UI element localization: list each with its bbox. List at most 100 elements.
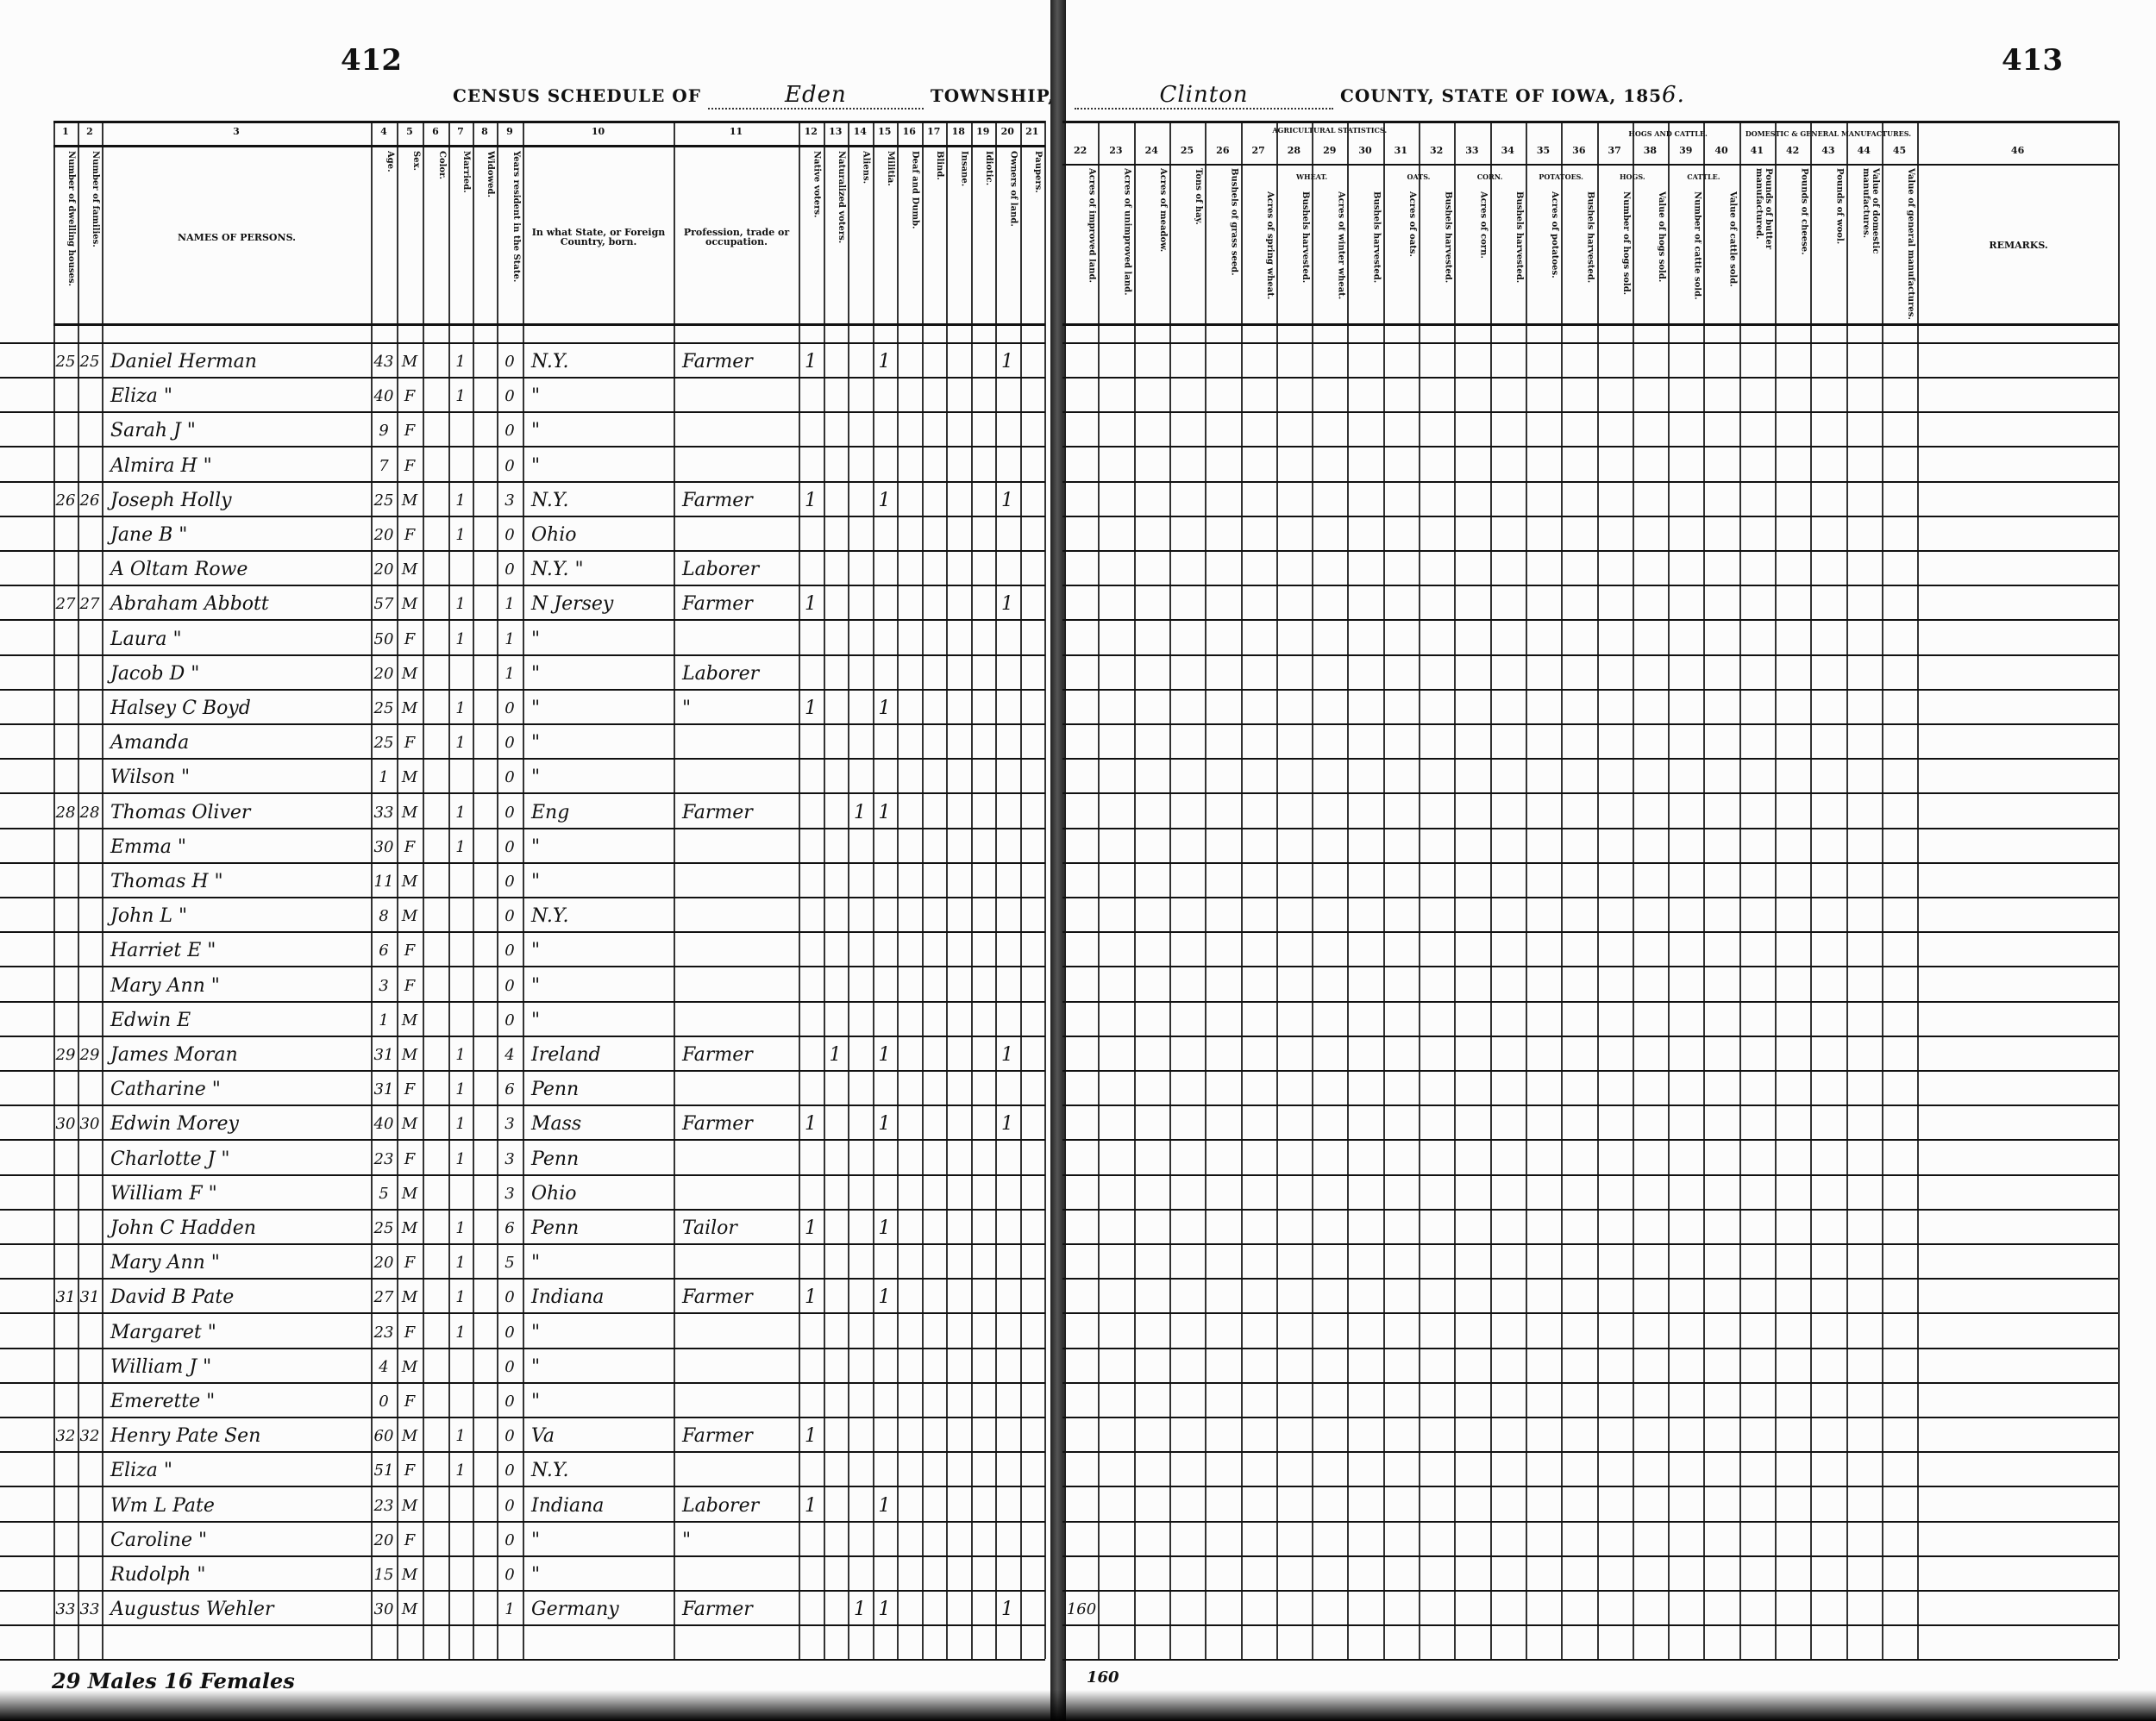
cell-birthplace: Ohio bbox=[531, 524, 577, 546]
column-number: 43 bbox=[1821, 145, 1835, 156]
row-rule bbox=[1062, 446, 2118, 448]
row-rule bbox=[1062, 550, 2118, 552]
header-rule bbox=[1062, 121, 2118, 123]
cell-name: Henry Pate Sen bbox=[110, 1425, 261, 1448]
cell-sex: M bbox=[401, 353, 418, 371]
column-number: 46 bbox=[2010, 145, 2025, 156]
cell-age: 30 bbox=[373, 837, 394, 856]
cell-years: 0 bbox=[505, 1392, 515, 1411]
cell-years: 0 bbox=[505, 422, 515, 441]
tally-mark: 1 bbox=[878, 1286, 891, 1309]
row-rule bbox=[0, 480, 1045, 483]
cell-age: 23 bbox=[373, 1149, 394, 1168]
cell-occupation: Farmer bbox=[682, 1425, 753, 1448]
cell-name: Thomas H " bbox=[110, 871, 223, 892]
column-header: Value of general manufactures. bbox=[1906, 168, 1916, 320]
cell-dwelling: 27 bbox=[55, 595, 76, 614]
header-rule bbox=[1062, 164, 2118, 166]
column-divider bbox=[1489, 121, 1492, 1660]
column-number: 7 bbox=[457, 126, 464, 137]
column-header: NAMES OF PERSONS. bbox=[178, 231, 296, 243]
cell-married: 1 bbox=[455, 353, 466, 371]
cell-occupation: Farmer bbox=[682, 1113, 753, 1136]
cell-years: 0 bbox=[505, 837, 515, 856]
column-divider bbox=[1917, 121, 1920, 1660]
column-header: Color. bbox=[437, 151, 447, 179]
cell-name: Mary Ann " bbox=[110, 974, 220, 997]
column-divider bbox=[1347, 121, 1350, 1660]
cell-sex: F bbox=[404, 1149, 416, 1168]
column-header: Bushels harvested. bbox=[1585, 191, 1595, 284]
cell-sex: F bbox=[404, 1461, 416, 1480]
tally-mark: 1 bbox=[805, 593, 817, 616]
page-title-right: Clinton COUNTY, STATE OF IOWA, 1856. bbox=[1075, 82, 1685, 110]
column-number: 4 bbox=[380, 126, 387, 137]
header-rule bbox=[1062, 323, 2118, 326]
cell-occupation: Farmer bbox=[682, 489, 753, 511]
cell-birthplace: " bbox=[531, 1391, 541, 1412]
column-number: 6 bbox=[432, 126, 439, 137]
column-divider bbox=[1062, 121, 1064, 1660]
cell-name: Abraham Abbott bbox=[110, 593, 269, 616]
group-header-hogs: HOGS. bbox=[1619, 172, 1645, 181]
cell-dwelling: 33 bbox=[55, 1600, 76, 1619]
row-rule bbox=[1062, 1381, 2118, 1384]
column-number: 17 bbox=[927, 126, 941, 137]
cell-years: 6 bbox=[505, 1080, 515, 1099]
cell-dwelling: 25 bbox=[55, 353, 76, 371]
footer-tally: 29 Males 16 Females bbox=[52, 1668, 295, 1693]
cell-married: 1 bbox=[455, 595, 466, 614]
cell-birthplace: " bbox=[531, 420, 541, 442]
tally-mark: 1 bbox=[829, 1044, 842, 1066]
cell-occupation: " bbox=[682, 698, 692, 719]
row-rule bbox=[1062, 758, 2118, 760]
cell-age: 25 bbox=[373, 699, 394, 717]
row-rule bbox=[1062, 1035, 2118, 1037]
column-divider bbox=[523, 121, 524, 1660]
group-header-hogs_cattle: HOGS AND CATTLE. bbox=[1628, 129, 1708, 138]
cell-age: 25 bbox=[373, 734, 394, 753]
column-divider bbox=[1775, 121, 1777, 1660]
column-header: Value of domestic manufactures. bbox=[1860, 168, 1880, 254]
cell-dwelling: 30 bbox=[55, 1115, 76, 1134]
column-divider bbox=[1275, 121, 1278, 1660]
cell-name: Charlotte J " bbox=[110, 1148, 230, 1170]
column-number: 1 bbox=[62, 126, 69, 137]
cell-sex: M bbox=[401, 1427, 418, 1446]
column-divider bbox=[102, 121, 103, 1660]
row-rule bbox=[0, 861, 1045, 864]
cell-name: Thomas Oliver bbox=[110, 801, 251, 823]
tally-mark: 1 bbox=[854, 1599, 866, 1621]
row-rule bbox=[1062, 1451, 2118, 1454]
column-number: 39 bbox=[1679, 145, 1693, 156]
row-rule bbox=[0, 411, 1045, 414]
row-rule bbox=[1062, 966, 2118, 968]
cell-family: 32 bbox=[79, 1427, 100, 1446]
cell-name: Caroline " bbox=[110, 1529, 208, 1551]
cell-name: William F " bbox=[110, 1182, 217, 1205]
row-rule bbox=[0, 1451, 1045, 1454]
cell-married: 1 bbox=[455, 1323, 466, 1342]
row-rule bbox=[0, 931, 1045, 934]
cell-years: 0 bbox=[505, 1288, 515, 1307]
cell-married: 1 bbox=[455, 1427, 466, 1446]
cell-occupation: Farmer bbox=[682, 1599, 753, 1621]
column-divider bbox=[872, 121, 874, 1660]
column-header: Bushels harvested. bbox=[1300, 191, 1311, 284]
cell-occupation: Laborer bbox=[682, 559, 760, 581]
cell-age: 31 bbox=[373, 1046, 394, 1064]
row-rule bbox=[1062, 1624, 2118, 1627]
header-rule bbox=[53, 145, 1045, 147]
row-rule bbox=[1062, 1312, 2118, 1315]
row-rule bbox=[0, 654, 1045, 656]
row-rule bbox=[1062, 654, 2118, 656]
column-number: 41 bbox=[1750, 145, 1764, 156]
column-divider bbox=[1561, 121, 1564, 1660]
column-number: 31 bbox=[1394, 145, 1407, 156]
row-rule bbox=[0, 585, 1045, 587]
tally-mark: 1 bbox=[878, 1044, 891, 1066]
column-divider bbox=[674, 121, 675, 1660]
cell-acres-improved: 160 bbox=[1066, 1600, 1097, 1619]
column-divider bbox=[1312, 121, 1314, 1660]
